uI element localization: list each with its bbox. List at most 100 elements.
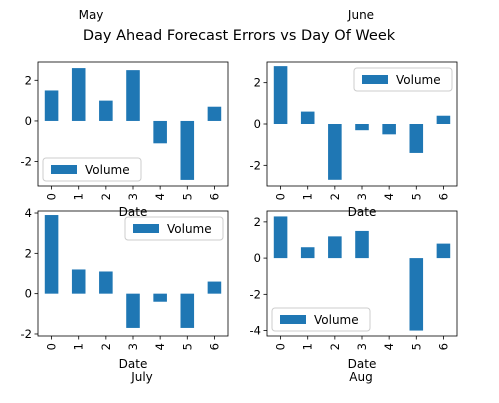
bar (300, 247, 315, 259)
bar (409, 258, 424, 331)
bar (207, 281, 222, 294)
bar (99, 100, 113, 121)
legend-box (124, 216, 224, 241)
x-tick-label: 4 (153, 193, 167, 200)
legend: Volume (42, 157, 142, 182)
bar (126, 70, 140, 121)
x-tick-label: 5 (409, 193, 423, 200)
x-tick-label: 2 (99, 343, 113, 350)
x-tick-label: 0 (274, 193, 288, 200)
legend-label: Volume (396, 73, 441, 87)
legend-box (353, 67, 453, 92)
y-tick-label: -2 (250, 287, 261, 301)
y-tick-label: 0 (25, 287, 32, 301)
bar (382, 124, 396, 135)
bar (71, 68, 86, 121)
x-tick-label: 6 (207, 193, 221, 200)
bar (71, 269, 86, 294)
y-tick-label: 0 (254, 251, 261, 265)
x-tick-label: 2 (328, 343, 342, 350)
x-tick-label: 0 (45, 193, 59, 200)
subplot-grid: -2 0 2 0 1 2 3 4 5 6 Date Volume -2 0 2 0 1 2 3 4 5 6 Date Volu… (21, 61, 458, 371)
month-label-july: July (130, 370, 153, 384)
legend-swatch (133, 224, 159, 233)
bar (273, 216, 288, 259)
legend: Volume (271, 307, 371, 332)
y-tick-label: -2 (250, 158, 261, 172)
y-tick-label: 0 (25, 114, 32, 128)
x-tick-label: 4 (382, 193, 396, 200)
subplot-aug: -4 -2 0 2 0 1 2 3 4 5 6 Date Volume (250, 210, 458, 371)
x-tick-label: 6 (436, 193, 450, 200)
x-tick-label: 5 (180, 193, 194, 200)
x-tick-label: 1 (72, 343, 86, 350)
bar (436, 243, 451, 259)
x-tick-label: 6 (436, 343, 450, 350)
legend: Volume (353, 67, 453, 92)
bar (44, 90, 59, 121)
y-tick-label: 2 (25, 73, 32, 87)
bar (153, 293, 167, 302)
legend-box (271, 307, 371, 332)
x-tick-label: 3 (355, 343, 369, 350)
x-axis-label: Date (119, 357, 148, 371)
x-tick-label: 2 (99, 193, 113, 200)
y-tick-label: 2 (254, 215, 261, 229)
bar (44, 215, 59, 294)
y-tick-label: 0 (254, 117, 261, 131)
x-tick-label: 3 (126, 343, 140, 350)
subplot-july: -2 0 2 4 0 1 2 3 4 5 6 Date Volume (21, 206, 229, 371)
bar (328, 236, 342, 259)
bar (126, 293, 140, 328)
subplot-may: -2 0 2 0 1 2 3 4 5 6 Date Volume (21, 61, 229, 219)
x-tick-label: 4 (382, 343, 396, 350)
x-tick-label: 0 (45, 343, 59, 350)
x-axis-label: Date (348, 205, 377, 219)
x-tick-label: 6 (207, 343, 221, 350)
legend-box (42, 157, 142, 182)
bar (300, 111, 315, 124)
y-tick-label: 4 (25, 206, 32, 220)
bar (355, 230, 369, 259)
month-label-may: May (79, 8, 104, 22)
month-label-aug: Aug (349, 370, 372, 384)
x-tick-label: 5 (180, 343, 194, 350)
month-label-june: June (347, 8, 374, 22)
x-tick-label: 4 (153, 343, 167, 350)
legend-swatch (362, 75, 388, 84)
bar (355, 124, 369, 131)
x-tick-label: 1 (72, 193, 86, 200)
x-tick-label: 5 (409, 343, 423, 350)
legend: Volume (124, 216, 224, 241)
x-tick-label: 3 (355, 193, 369, 200)
x-tick-label: 0 (274, 343, 288, 350)
figure-title: Day Ahead Forecast Errors vs Day Of Week (83, 28, 396, 44)
y-tick-label: -2 (21, 155, 32, 169)
bar (180, 120, 195, 180)
x-axis-label: Date (119, 205, 148, 219)
bar (328, 124, 342, 180)
bar (207, 106, 222, 121)
legend-swatch (51, 165, 77, 174)
bar (436, 115, 451, 124)
legend-label: Volume (314, 313, 359, 327)
x-tick-label: 2 (328, 193, 342, 200)
legend-label: Volume (167, 222, 212, 236)
bar (153, 120, 167, 144)
bar (273, 66, 288, 124)
legend-swatch (280, 315, 306, 324)
bar (180, 293, 195, 328)
x-tick-label: 3 (126, 193, 140, 200)
x-axis-label: Date (348, 357, 377, 371)
y-tick-label: -2 (21, 327, 32, 341)
y-tick-label: -4 (250, 324, 261, 338)
x-tick-label: 1 (301, 193, 315, 200)
bar (409, 124, 424, 153)
bar (99, 271, 113, 294)
x-tick-label: 1 (301, 343, 315, 350)
y-tick-label: 2 (25, 246, 32, 260)
subplot-june: -2 0 2 0 1 2 3 4 5 6 Date Volume (250, 61, 458, 219)
y-tick-label: 2 (254, 76, 261, 90)
legend-label: Volume (85, 163, 130, 177)
